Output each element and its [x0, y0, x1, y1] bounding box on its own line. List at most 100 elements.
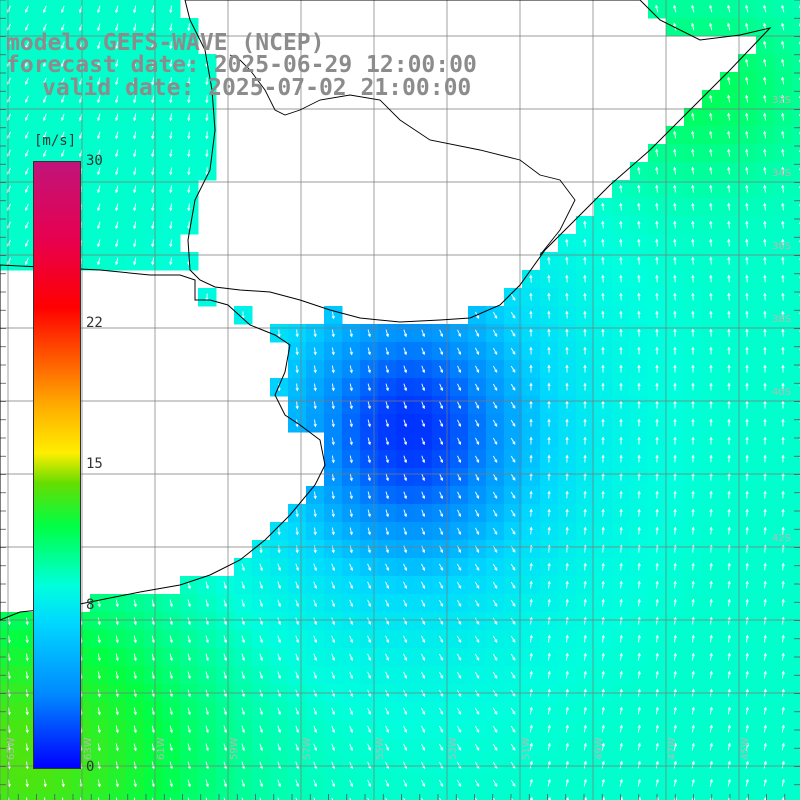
wind-arrow [115, 131, 119, 140]
wind-cell [792, 612, 800, 631]
longitude-label: 45W [740, 737, 751, 760]
wind-cell [306, 792, 325, 800]
wind-arrow [745, 76, 749, 85]
wind-cell [792, 558, 800, 577]
wind-arrow [691, 130, 695, 139]
wind-cell [270, 792, 289, 800]
wind-arrow [97, 95, 101, 104]
wind-arrow [655, 4, 659, 13]
wind-cell [792, 396, 800, 415]
wind-arrow [619, 184, 623, 193]
wind-arrow [169, 23, 173, 32]
wind-arrow [115, 23, 119, 32]
wind-arrow [763, 166, 767, 175]
wind-cell [576, 792, 595, 800]
wind-arrow [42, 41, 47, 50]
wind-arrow [24, 113, 29, 122]
wind-arrow [60, 113, 65, 122]
wind-arrow [727, 184, 731, 193]
wind-cell [792, 414, 800, 433]
wind-cell [324, 792, 343, 800]
wind-arrow [673, 130, 677, 139]
wind-arrow [151, 23, 155, 32]
wind-cell [792, 72, 800, 91]
wind-arrow [655, 148, 659, 157]
wind-arrow [97, 59, 101, 68]
wind-cell [630, 792, 649, 800]
wind-arrow [97, 149, 101, 158]
wind-cell [720, 792, 739, 800]
wind-cell [792, 216, 800, 235]
wind-cell [558, 792, 577, 800]
wind-arrow [781, 220, 785, 229]
wind-arrow [763, 130, 767, 139]
wind-cell [144, 792, 163, 800]
wind-arrow [763, 40, 767, 49]
wind-arrow [637, 220, 641, 229]
colorbar-tick-label: 15 [86, 456, 103, 472]
wind-arrow [205, 167, 209, 176]
wind-cell [792, 738, 800, 757]
wind-arrow [709, 22, 713, 31]
wind-arrow [691, 184, 695, 193]
wind-arrow [691, 4, 695, 13]
wind-arrow [151, 59, 155, 68]
wind-arrow [169, 131, 173, 140]
wind-arrow [187, 203, 191, 212]
wind-arrow [709, 184, 713, 193]
wind-arrow [619, 202, 623, 211]
wind-cell [792, 774, 800, 793]
wind-arrow [655, 166, 659, 175]
wind-arrow [763, 202, 767, 211]
wind-arrow [133, 77, 137, 86]
wind-cell [792, 378, 800, 397]
wind-arrow [691, 220, 695, 229]
wind-arrow [133, 95, 137, 104]
wind-arrow [42, 113, 47, 122]
wind-arrow [763, 148, 767, 157]
wind-cell [792, 594, 800, 613]
wind-cell [792, 522, 800, 541]
wind-arrow [745, 220, 749, 229]
wind-arrow [133, 203, 137, 212]
wind-arrow [115, 149, 119, 158]
wind-arrow [691, 22, 695, 31]
longitude-label: 49W [594, 737, 605, 760]
longitude-label: 53W [448, 737, 459, 760]
wind-cell [774, 792, 793, 800]
wind-arrow [42, 5, 47, 14]
longitude-label: 51W [521, 737, 532, 760]
wind-arrow [169, 113, 173, 122]
wind-cell [468, 792, 487, 800]
wind-arrow [781, 58, 785, 67]
wind-arrow [187, 113, 191, 122]
wind-arrow [709, 4, 713, 13]
wind-cell [792, 432, 800, 451]
wind-cell [540, 792, 559, 800]
wind-arrow [42, 149, 47, 158]
wind-cell [792, 756, 800, 775]
wind-arrow [205, 77, 209, 86]
wind-arrow [781, 184, 785, 193]
wind-cell [792, 630, 800, 649]
wind-arrow [24, 41, 29, 50]
wind-arrow [709, 220, 713, 229]
wind-arrow [151, 167, 155, 176]
wind-arrow [24, 5, 29, 14]
wind-arrow [691, 112, 695, 121]
wind-arrow [781, 40, 785, 49]
wind-cell [792, 270, 800, 289]
wind-cell [594, 792, 613, 800]
wind-cell [54, 792, 73, 800]
wind-arrow [691, 202, 695, 211]
wind-arrow [727, 76, 731, 85]
wind-cell [738, 792, 757, 800]
wind-arrow [151, 149, 155, 158]
wind-cell [792, 162, 800, 181]
longitude-label: 61W [156, 737, 167, 760]
wind-arrow [169, 77, 173, 86]
wind-arrow [637, 166, 641, 175]
wind-arrow [97, 221, 101, 230]
wind-arrow [781, 4, 785, 13]
